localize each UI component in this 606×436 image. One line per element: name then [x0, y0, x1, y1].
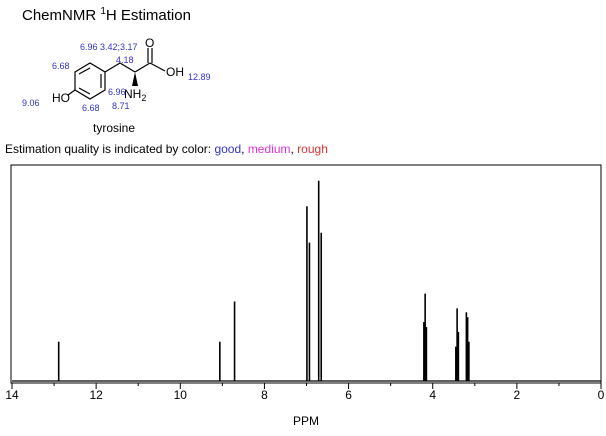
plot-frame	[10, 164, 602, 384]
atom-label: OH	[166, 65, 184, 79]
legend-medium: medium	[248, 142, 291, 156]
wedge	[132, 72, 138, 86]
chart: PPM 14 12 10 8 6 4 2 0	[5, 164, 605, 428]
shift-label: 9.06	[22, 98, 40, 108]
atom-label: NH2	[124, 87, 146, 103]
bond	[149, 62, 166, 72]
title: ChemNMR 1H Estimation	[22, 6, 191, 24]
bond	[119, 62, 136, 73]
legend-text: Estimation quality is indicated by color…	[5, 142, 214, 156]
bond	[67, 89, 76, 96]
atom-label: O	[145, 36, 154, 50]
legend-sep: ,	[241, 142, 248, 156]
x-tick-label: 12	[89, 388, 103, 402]
atom-text: NH	[124, 87, 141, 101]
shift-label: 6.96	[108, 87, 126, 97]
bond	[104, 62, 121, 73]
shift-label: 6.96 3.42;3.17	[80, 42, 138, 52]
x-tick-label: 4	[429, 388, 436, 402]
atom-sub: 2	[141, 93, 146, 103]
title-text: ChemNMR	[22, 7, 100, 24]
x-tick-label: 14	[5, 388, 19, 402]
quality-legend: Estimation quality is indicated by color…	[5, 142, 328, 156]
bond	[78, 67, 91, 75]
molecule: O OH HO NH2 6.96 3.42;3.17 4.18 6.68 12.…	[22, 36, 211, 135]
molecule-name: tyrosine	[93, 121, 135, 135]
x-tick-label: 8	[261, 388, 268, 402]
x-axis-label: PPM	[293, 414, 319, 428]
x-tick-label: 10	[174, 388, 188, 402]
shift-label: 8.71	[112, 101, 130, 111]
title-text: H Estimation	[106, 7, 191, 24]
legend-good: good	[214, 142, 241, 156]
bond	[134, 62, 151, 73]
title-sup: 1	[100, 6, 106, 17]
bond	[78, 87, 91, 95]
shift-label: 12.89	[188, 72, 211, 82]
shift-label: 6.68	[52, 61, 70, 71]
shift-label: 4.18	[116, 55, 134, 65]
x-tick-label: 6	[345, 388, 352, 402]
legend-sep: ,	[291, 142, 298, 156]
x-tick-label: 2	[514, 388, 521, 402]
x-tick-label: 0	[598, 388, 605, 402]
shift-label: 6.68	[82, 103, 100, 113]
legend-rough: rough	[297, 142, 328, 156]
atom-label: HO	[52, 91, 70, 105]
